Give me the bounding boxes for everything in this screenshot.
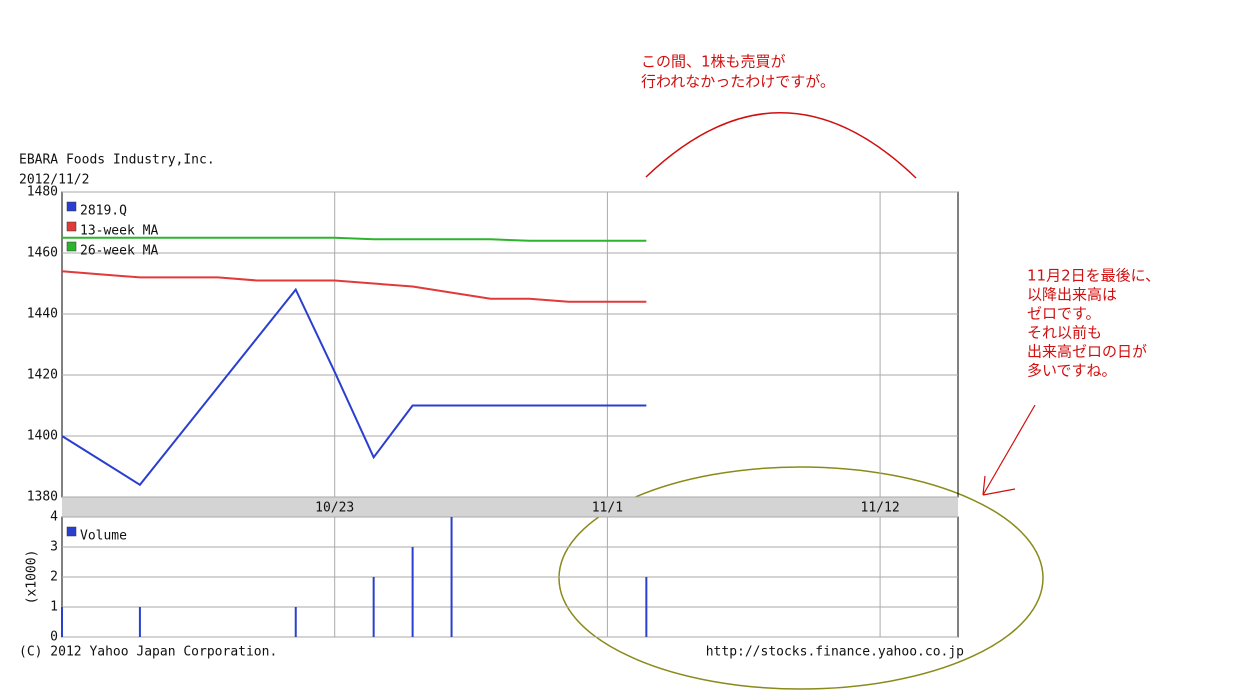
price-line <box>62 236 647 242</box>
y-axis-label: (x1000) <box>25 550 40 605</box>
legend-swatch <box>66 526 77 537</box>
x-tick-label: 10/23 <box>315 501 354 516</box>
legend-swatch <box>66 221 77 232</box>
chart-title: EBARA Foods Industry,Inc. <box>19 153 215 168</box>
y-tick-label: 1420 <box>27 368 58 383</box>
annotation-text: 11月2日を最後に、 <box>1027 267 1160 285</box>
annotation-text: 出来高ゼロの日が <box>1027 343 1147 361</box>
y-tick-label: 1460 <box>27 246 58 261</box>
volume-bar <box>294 607 297 637</box>
volume-bar <box>372 577 375 637</box>
volume-bar <box>61 607 63 637</box>
annotation-text: この間、1株も売買が <box>641 53 786 71</box>
annotation-text: ゼロです。 <box>1027 305 1101 323</box>
source: http://stocks.finance.yahoo.co.jp <box>706 645 964 660</box>
legend-swatch <box>66 241 77 252</box>
legend-label: Volume <box>80 529 127 544</box>
y-tick-label: 2 <box>50 570 58 585</box>
legend-label: 13-week MA <box>80 224 158 239</box>
annotation-text: 以降出来高は <box>1027 286 1117 304</box>
legend-swatch <box>66 201 77 212</box>
annotation-text: 行われなかったわけですが。 <box>641 73 835 91</box>
y-tick-label: 1440 <box>27 307 58 322</box>
annotation-arrowhead <box>982 475 1016 496</box>
chart-subtitle: 2012/11/2 <box>19 173 89 188</box>
price-line <box>61 270 647 303</box>
x-tick-label: 11/12 <box>861 501 900 516</box>
y-tick-label: 1380 <box>27 490 58 505</box>
legend-label: 26-week MA <box>80 244 158 259</box>
volume-bar <box>138 607 141 637</box>
y-tick-label: 1400 <box>27 429 58 444</box>
y-tick-label: 1480 <box>27 185 58 200</box>
y-tick-label: 1 <box>50 600 58 615</box>
y-tick-label: 3 <box>50 540 58 555</box>
y-tick-label: 4 <box>50 510 58 525</box>
annotation-text: それ以前も <box>1027 324 1102 342</box>
annotation-arrow <box>982 404 1036 496</box>
copyright: (C) 2012 Yahoo Japan Corporation. <box>19 645 277 660</box>
annotation-ellipse <box>558 466 1044 690</box>
annotation-text: 多いですね。 <box>1027 362 1117 380</box>
price-line <box>61 287 647 487</box>
volume-bar <box>450 517 453 637</box>
volume-bar <box>411 547 414 637</box>
volume-bar <box>645 577 648 637</box>
legend-label: 2819.Q <box>80 204 127 219</box>
annotation-arch <box>645 112 917 179</box>
date-axis-strip <box>62 497 958 517</box>
y-tick-label: 0 <box>50 630 58 645</box>
x-tick-label: 11/1 <box>592 501 623 516</box>
